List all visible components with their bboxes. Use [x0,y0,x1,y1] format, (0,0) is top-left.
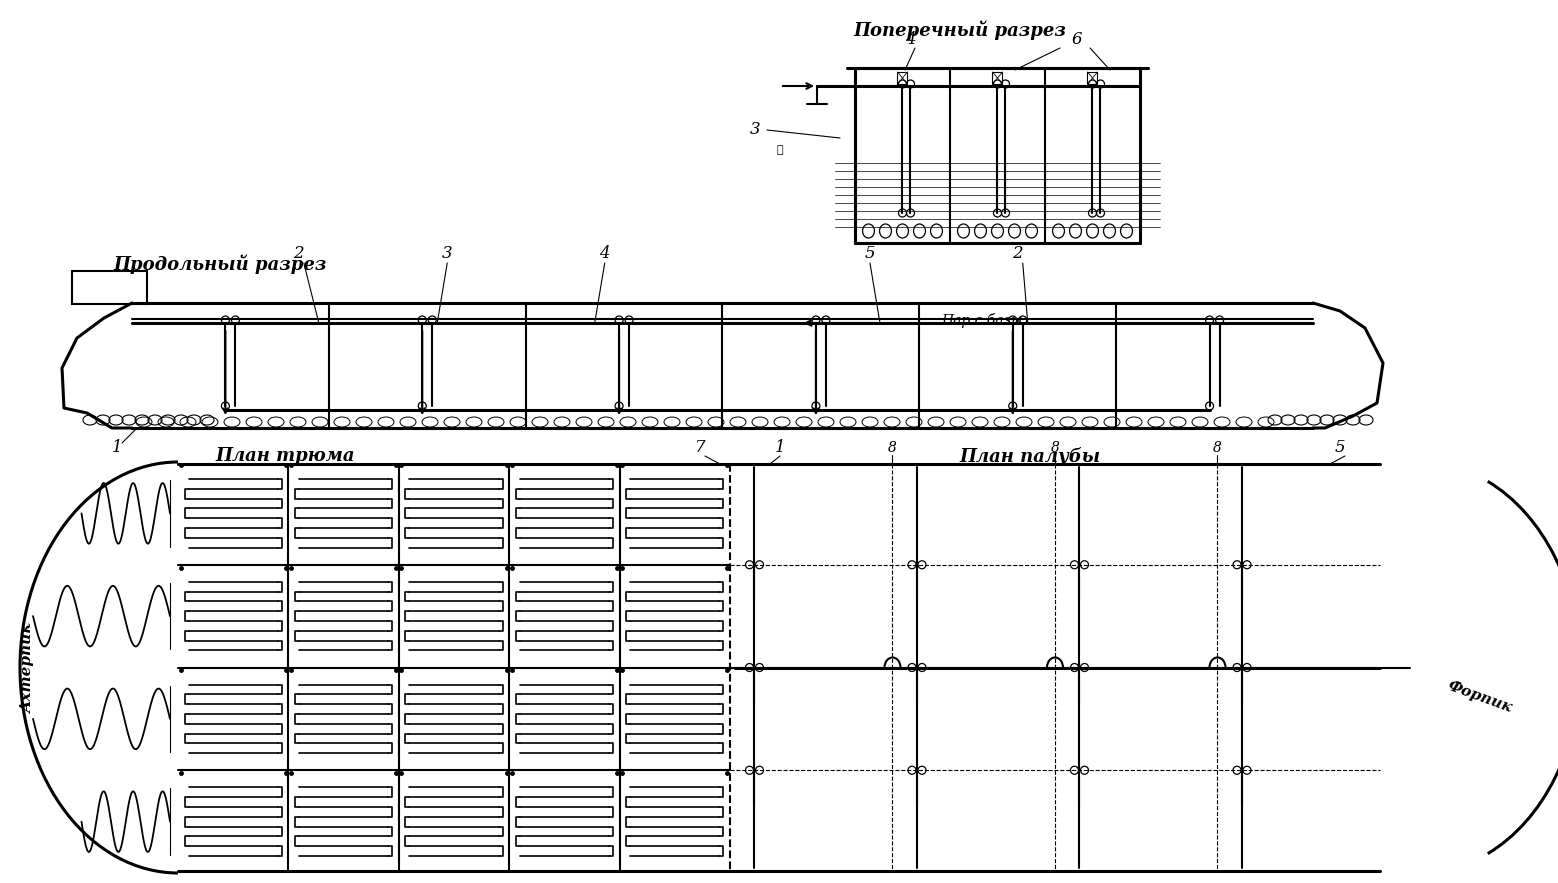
Text: 2: 2 [293,245,304,261]
Text: 8: 8 [1214,441,1221,455]
Bar [897,72,907,84]
Text: 4: 4 [600,245,611,261]
Text: Поперечный разрез: Поперечный разрез [854,20,1066,40]
Text: План палубы: План палубы [960,447,1100,466]
Text: 6: 6 [1072,32,1083,49]
Text: ✱: ✱ [777,145,784,155]
Text: 1: 1 [774,440,785,457]
Bar [992,72,1002,84]
Text: Пар с базы: Пар с базы [941,313,1022,328]
Text: 5: 5 [1335,440,1345,457]
Text: Продольный разрез: Продольный разрез [114,255,327,275]
Text: Форпик: Форпик [1446,679,1514,716]
Text: 3: 3 [442,245,452,261]
Text: 2: 2 [1013,245,1024,261]
Text: 7: 7 [695,440,706,457]
Text: 8: 8 [1050,441,1059,455]
Text: 8: 8 [888,441,897,455]
Text: План трюма: План трюма [215,447,355,465]
Text: 3: 3 [749,122,760,139]
Text: Ахтерпик: Ахтерпик [20,623,34,713]
Bar [72,271,146,304]
Text: 5: 5 [865,245,876,261]
Text: 4: 4 [905,32,915,49]
Text: 1: 1 [112,440,123,457]
Bar [1087,72,1097,84]
